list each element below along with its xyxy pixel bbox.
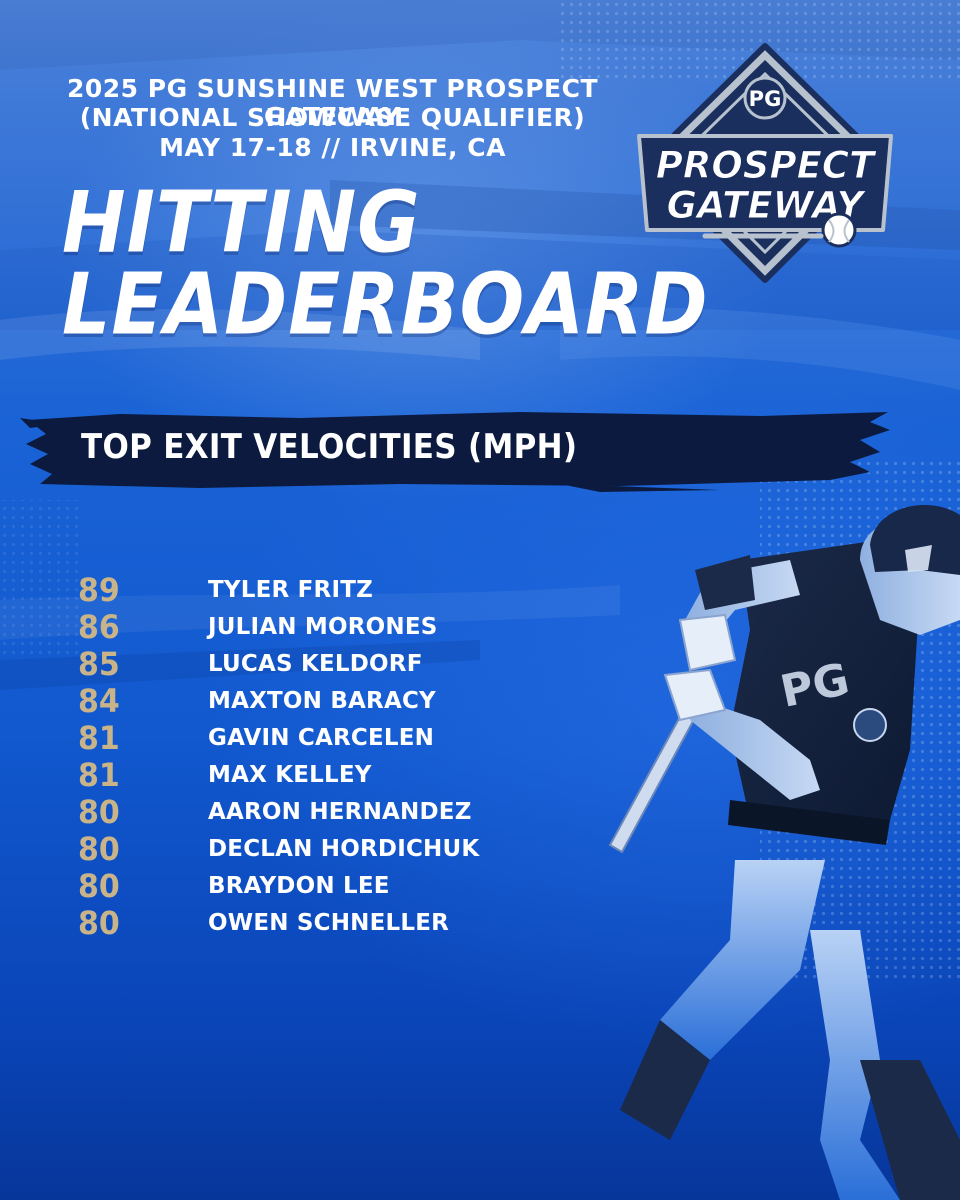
player-name: GAVIN CARCELEN — [208, 725, 435, 751]
list-item: 85 LUCAS KELDORF — [78, 645, 538, 684]
page-title-line2: LEADERBOARD — [62, 254, 709, 354]
player-name: JULIAN MORONES — [208, 614, 438, 640]
list-item: 80 BRAYDON LEE — [78, 867, 538, 906]
baseball-icon — [821, 212, 857, 248]
exit-velocity-value: 80 — [78, 830, 120, 869]
player-name: OWEN SCHNELLER — [208, 910, 450, 936]
helmet — [870, 505, 960, 575]
section-banner — [20, 412, 890, 492]
exit-velocity-value: 85 — [78, 645, 120, 684]
exit-velocity-value: 80 — [78, 904, 120, 943]
list-item: 89 TYLER FRITZ — [78, 571, 538, 610]
player-name: LUCAS KELDORF — [208, 651, 423, 677]
exit-velocity-value: 81 — [78, 756, 120, 795]
page-title-line1: HITTING — [62, 172, 421, 272]
event-date-location: MAY 17-18 // IRVINE, CA — [159, 133, 506, 162]
event-name: 2025 PG SUNSHINE WEST PROSPECT GATEWAY — [66, 74, 599, 131]
list-item: 80 AARON HERNANDEZ — [78, 793, 538, 832]
leaderboard-list: 89 TYLER FRITZ 86 JULIAN MORONES 85 LUCA… — [78, 571, 538, 943]
list-item: 80 DECLAN HORDICHUK — [78, 830, 538, 869]
list-item: 81 MAX KELLEY — [78, 756, 538, 795]
player-name: MAXTON BARACY — [208, 688, 436, 714]
batter-photo: PG — [608, 505, 960, 1200]
exit-velocity-value: 89 — [78, 571, 120, 610]
section-title: TOP EXIT VELOCITIES (MPH) — [81, 428, 578, 467]
player-name: MAX KELLEY — [208, 762, 372, 788]
exit-velocity-value: 80 — [78, 793, 120, 832]
list-item: 84 MAXTON BARACY — [78, 682, 538, 721]
exit-velocity-value: 80 — [78, 867, 120, 906]
list-item: 81 GAVIN CARCELEN — [78, 719, 538, 758]
player-name: TYLER FRITZ — [208, 577, 373, 603]
list-item: 80 OWEN SCHNELLER — [78, 904, 538, 943]
logo-word-prospect: PROSPECT — [656, 144, 877, 187]
list-item: 86 JULIAN MORONES — [78, 608, 538, 647]
exit-velocity-value: 84 — [78, 682, 120, 721]
player-name: AARON HERNANDEZ — [208, 799, 472, 825]
player-name: DECLAN HORDICHUK — [208, 836, 480, 862]
exit-velocity-value: 86 — [78, 608, 120, 647]
logo-monogram: PG — [749, 87, 782, 111]
exit-velocity-value: 81 — [78, 719, 120, 758]
event-subtitle: (NATIONAL SHOWCASE QUALIFIER) — [79, 103, 586, 132]
prospect-gateway-logo: PG PROSPECT GATEWAY — [637, 43, 893, 283]
player-name: BRAYDON LEE — [208, 873, 390, 899]
